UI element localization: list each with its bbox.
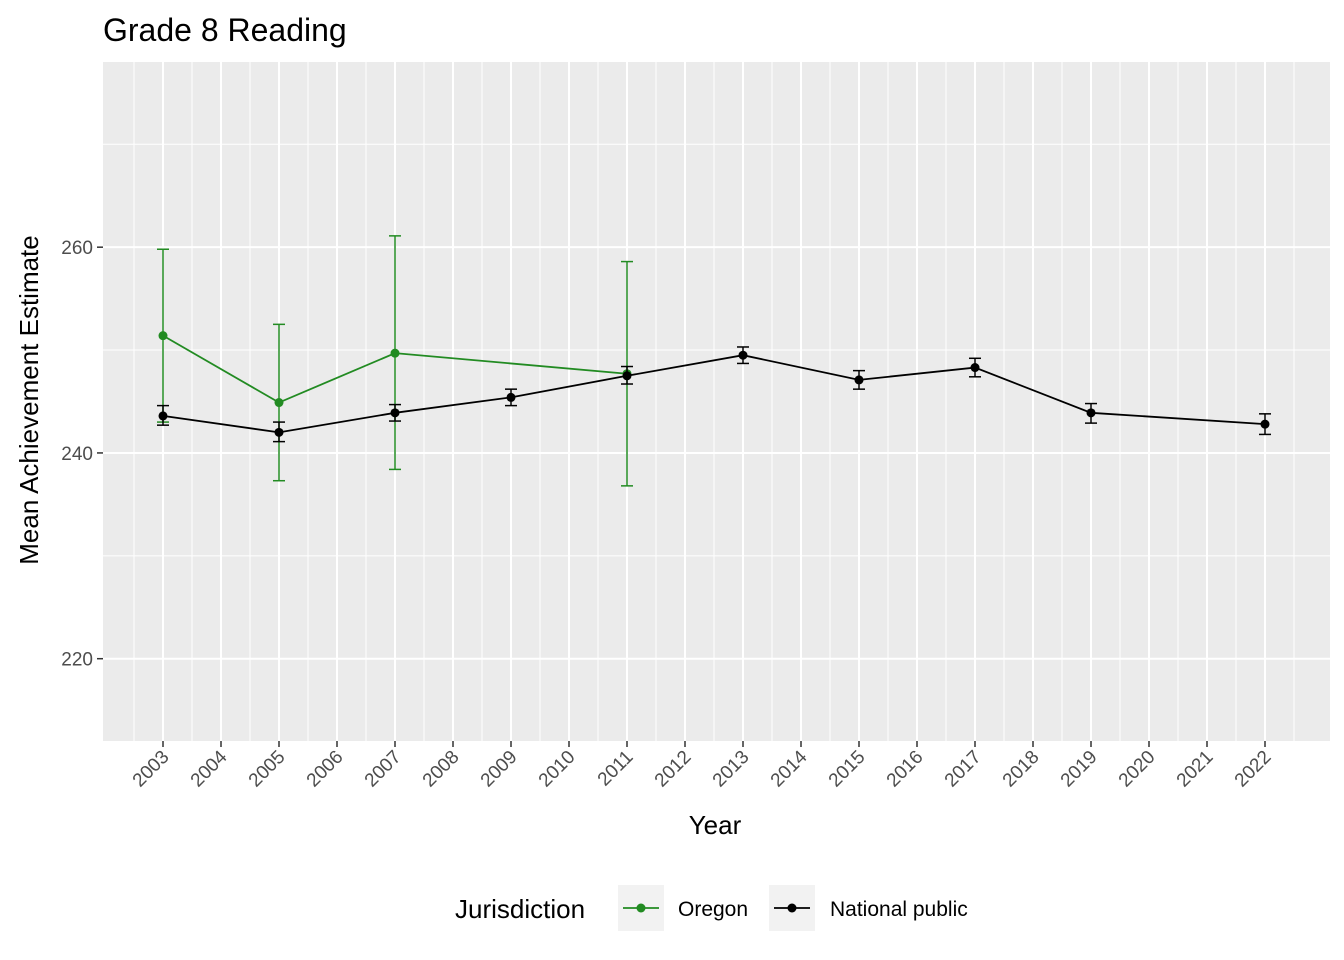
x-tick-label: 2016 — [883, 747, 928, 792]
x-tick-label: 2010 — [535, 747, 580, 792]
x-tick-label: 2011 — [594, 747, 638, 791]
legend-title: Jurisdiction — [455, 894, 585, 924]
x-tick-label: 2018 — [999, 747, 1044, 792]
x-tick-label: 2009 — [477, 747, 522, 792]
data-point — [622, 371, 632, 381]
series-line — [162, 334, 628, 404]
legend-label: National public — [830, 898, 968, 921]
y-axis-title: Mean Achievement Estimate — [14, 235, 44, 565]
x-tick-label: 2005 — [245, 747, 290, 792]
data-point — [390, 348, 400, 358]
x-tick-label: 2004 — [187, 746, 232, 791]
x-tick-label: 2012 — [651, 747, 696, 792]
chart-title: Grade 8 Reading — [103, 12, 347, 48]
y-tick-label: 220 — [61, 650, 93, 671]
x-tick-label: 2007 — [361, 747, 406, 792]
x-tick-label: 2014 — [767, 746, 812, 791]
y-tick-label: 240 — [61, 444, 93, 465]
x-tick-label: 2021 — [1173, 747, 1218, 792]
data-point — [274, 427, 284, 437]
x-tick-label: 2003 — [129, 747, 174, 792]
data-point — [506, 392, 516, 402]
series-national-public — [157, 346, 1271, 443]
series-layer — [157, 235, 1271, 487]
data-point — [274, 398, 284, 408]
data-point — [158, 331, 168, 341]
legend-key-point — [636, 903, 646, 913]
x-tick-label: 2020 — [1115, 747, 1160, 792]
x-tick-label: 2013 — [709, 747, 754, 792]
x-tick-label: 2015 — [825, 747, 870, 792]
x-tick-label: 2006 — [303, 747, 348, 792]
grid-lines — [103, 62, 1330, 741]
x-axis-title: Year — [689, 810, 742, 840]
data-point — [390, 408, 400, 418]
legend-label: Oregon — [678, 898, 748, 921]
legend-key-point — [787, 903, 797, 913]
legend: Jurisdiction Oregon National public — [455, 885, 968, 931]
data-point — [854, 375, 864, 385]
y-tick-label: 260 — [61, 238, 93, 259]
data-point — [1086, 408, 1096, 418]
x-tick-label: 2022 — [1231, 747, 1276, 792]
data-point — [738, 350, 748, 360]
data-point — [970, 363, 980, 373]
plot-panel — [103, 62, 1330, 741]
x-axis-ticks: 2003 2004 2005 2006 2007 2008 2009 2010 2011 2012… — [129, 741, 1276, 791]
x-tick-label: 2008 — [419, 747, 464, 792]
x-tick-label: 2019 — [1057, 747, 1102, 792]
data-point — [158, 411, 168, 421]
x-tick-label: 2017 — [941, 747, 986, 792]
data-point — [1260, 419, 1270, 429]
y-axis-ticks: 220 240 260 — [61, 238, 103, 671]
series-line — [162, 354, 1266, 434]
